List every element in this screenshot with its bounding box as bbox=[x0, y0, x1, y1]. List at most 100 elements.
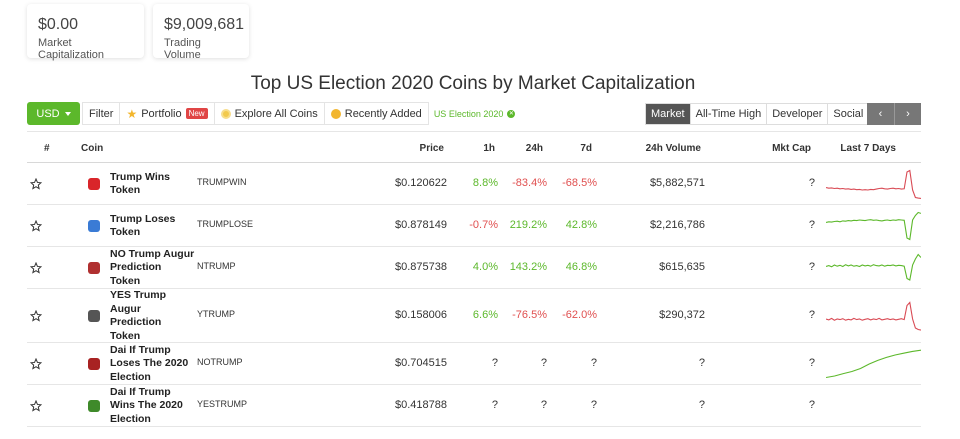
view-tabs: Market All-Time High Developer Social bbox=[645, 103, 870, 125]
change-24h-cell: 219.2% bbox=[509, 219, 547, 231]
coin-name-link[interactable]: Dai If Trump Loses The 2020 Election bbox=[110, 344, 198, 385]
col-1h[interactable]: 1h bbox=[483, 143, 495, 154]
trading-volume-label: Trading Volume bbox=[164, 37, 201, 61]
change-24h-cell: 143.2% bbox=[509, 261, 547, 273]
new-badge: New bbox=[185, 108, 208, 119]
table-row[interactable]: Dai If Trump Wins The 2020 Election YESTRUM… bbox=[27, 385, 921, 427]
col-last-7-days: Last 7 Days bbox=[840, 143, 896, 154]
active-filter-label: US Election 2020 bbox=[433, 108, 504, 119]
col-7d[interactable]: 7d bbox=[580, 143, 592, 154]
sparkline-path bbox=[826, 349, 921, 379]
sparkline-7d bbox=[826, 349, 921, 379]
star-outline-icon[interactable] bbox=[30, 262, 42, 274]
recently-added-button[interactable]: Recently Added bbox=[324, 102, 429, 125]
filter-button[interactable]: Filter bbox=[82, 102, 121, 125]
sparkline-7d bbox=[826, 253, 921, 281]
star-outline-icon[interactable] bbox=[30, 310, 42, 322]
table-row[interactable]: Dai If Trump Loses The 2020 Election NOTRUM… bbox=[27, 343, 921, 385]
coin-name-line: Prediction bbox=[110, 261, 162, 274]
sparkline-7d bbox=[826, 211, 921, 241]
price-cell: $0.418788 bbox=[395, 399, 447, 411]
col-price[interactable]: Price bbox=[419, 143, 444, 154]
price-cell: $0.878149 bbox=[395, 219, 447, 231]
coin-name-line: Prediction bbox=[110, 316, 162, 328]
change-24h-cell: ? bbox=[540, 357, 547, 369]
sparkline-path bbox=[826, 253, 921, 281]
coin-name-link[interactable]: Dai If Trump Wins The 2020 Election bbox=[110, 386, 198, 427]
explore-label: Explore All Coins bbox=[234, 107, 318, 120]
sparkline-path bbox=[826, 211, 921, 241]
tab-developer[interactable]: Developer bbox=[766, 104, 827, 124]
change-7d-cell: ? bbox=[590, 357, 597, 369]
market-cap-cell: ? bbox=[808, 399, 815, 411]
dai-loses-logo-icon bbox=[88, 358, 100, 370]
portfolio-label: Portfolio bbox=[141, 107, 182, 120]
coin-name-line: Wins The 2020 bbox=[110, 399, 183, 412]
star-outline-icon[interactable] bbox=[30, 220, 42, 232]
change-7d-cell: -68.5% bbox=[562, 177, 597, 189]
coin-name-link[interactable]: Trump Wins Token bbox=[110, 171, 198, 198]
coin-name-line: Dai If Trump bbox=[110, 385, 171, 398]
market-cap-cell: ? bbox=[808, 357, 815, 369]
coin-name-line: Token bbox=[110, 329, 141, 342]
table-row[interactable]: YES Trump Augur Prediction Token YTRUMP $0.15… bbox=[27, 289, 921, 343]
volume-cell: $615,635 bbox=[659, 261, 705, 273]
page-title: Top US Election 2020 Coins by Market Cap… bbox=[250, 73, 696, 94]
sparkline-7d bbox=[826, 169, 921, 199]
coin-name-line: Augur bbox=[110, 302, 141, 315]
coin-icon bbox=[330, 108, 341, 119]
close-icon[interactable]: ✕ bbox=[507, 109, 516, 118]
coin-name-line: Token bbox=[110, 226, 141, 238]
col-mkt-cap[interactable]: Mkt Cap bbox=[772, 143, 811, 154]
portfolio-button[interactable]: ★ Portfolio New bbox=[120, 102, 215, 125]
coin-name-line: Trump Loses bbox=[110, 212, 176, 225]
volume-cell: ? bbox=[698, 357, 705, 369]
coin-symbol: NTRUMP bbox=[197, 261, 236, 271]
coin-name-line: Election bbox=[110, 412, 151, 425]
col-rank[interactable]: # bbox=[44, 143, 50, 154]
col-coin[interactable]: Coin bbox=[81, 143, 104, 154]
trump-loses-logo-icon bbox=[88, 220, 100, 232]
next-page-button[interactable]: › bbox=[894, 103, 921, 125]
change-7d-cell: ? bbox=[590, 399, 597, 411]
coin-symbol: TRUMPWIN bbox=[197, 177, 247, 187]
price-cell: $0.875738 bbox=[395, 261, 447, 273]
sparkline-path bbox=[826, 169, 921, 199]
filter-toolbar: USD Filter ★ Portfolio New Explore All C… bbox=[27, 102, 521, 125]
currency-dropdown[interactable]: USD bbox=[27, 102, 80, 125]
coin-name-link[interactable]: YES Trump Augur Prediction Token bbox=[110, 289, 198, 343]
change-7d-cell: -62.0% bbox=[562, 309, 597, 321]
augur-no-logo-icon bbox=[88, 262, 100, 274]
table-row[interactable]: Trump Loses Token TRUMPLOSE $0.878149 -0.7% 2… bbox=[27, 205, 921, 247]
price-cell: $0.158006 bbox=[395, 309, 447, 321]
star-outline-icon[interactable] bbox=[30, 178, 42, 190]
coin-name-line: Token bbox=[110, 274, 141, 287]
explore-all-coins-button[interactable]: Explore All Coins bbox=[214, 102, 325, 125]
change-1h-cell: 8.8% bbox=[472, 177, 498, 189]
col-24h-volume[interactable]: 24h Volume bbox=[645, 143, 701, 154]
tab-all-time-high[interactable]: All-Time High bbox=[689, 104, 767, 124]
change-24h-cell: -76.5% bbox=[512, 309, 547, 321]
coin-name-link[interactable]: NO Trump Augur Prediction Token bbox=[110, 248, 198, 289]
coin-name-link[interactable]: Trump Loses Token bbox=[110, 213, 198, 240]
volume-cell: $2,216,786 bbox=[649, 219, 705, 231]
coin-name-line: YES Trump bbox=[110, 289, 167, 301]
market-cap-value: $0.00 bbox=[38, 16, 79, 33]
star-outline-icon[interactable] bbox=[30, 400, 42, 412]
tab-social[interactable]: Social bbox=[827, 104, 868, 124]
pagination: ‹ › bbox=[867, 103, 921, 125]
coins-table: # Coin Price 1h 24h 7d 24h Volume Mkt Ca… bbox=[27, 131, 921, 427]
tab-market[interactable]: Market bbox=[646, 104, 690, 124]
col-24h[interactable]: 24h bbox=[525, 143, 543, 154]
star-outline-icon[interactable] bbox=[30, 358, 42, 370]
change-1h-cell: 6.6% bbox=[472, 309, 498, 321]
market-cap-card: $0.00 Market Capitalization bbox=[27, 4, 144, 61]
coin-symbol: YTRUMP bbox=[197, 309, 235, 319]
table-row[interactable]: NO Trump Augur Prediction Token NTRUMP $0.87… bbox=[27, 247, 921, 289]
market-cap-cell: ? bbox=[808, 261, 815, 273]
coin-name-line: Trump Wins bbox=[110, 170, 170, 183]
active-category-filter[interactable]: US Election 2020 ✕ bbox=[429, 102, 522, 125]
coin-name-line: Dai If Trump bbox=[110, 343, 171, 356]
prev-page-button[interactable]: ‹ bbox=[867, 103, 894, 125]
table-row[interactable]: Trump Wins Token TRUMPWIN $0.120622 8.8% -83.… bbox=[27, 163, 921, 205]
